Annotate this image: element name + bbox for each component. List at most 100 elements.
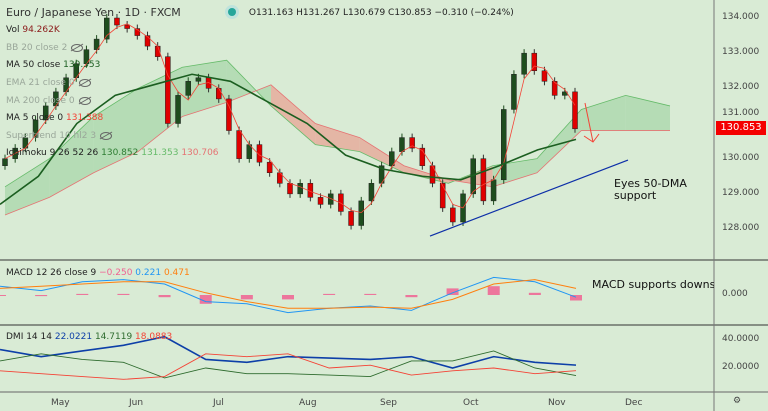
candle-down [348, 211, 354, 226]
candle-up [32, 119, 39, 138]
down-arrow-head [583, 133, 600, 143]
candle-down [572, 91, 578, 130]
candle-up [185, 81, 191, 96]
macd-histogram-bar [364, 293, 377, 295]
legend-ema21[interactable]: EMA 21 close 0 [6, 78, 91, 88]
signal-line [0, 279, 577, 309]
down-arrow [584, 102, 594, 143]
candle-down [134, 28, 141, 36]
candle-down [165, 56, 171, 124]
symbol-title: Euro / Japanese Yen · 1D · FXCM [6, 6, 181, 19]
price-tick: 128.000 [722, 223, 760, 234]
macd-histogram-bar [405, 295, 418, 298]
candle-up [2, 158, 8, 166]
cloud-bullish [5, 158, 50, 215]
time-tick: Jun [129, 398, 144, 408]
legend-ma5[interactable]: MA 5 close 0 131.388 [6, 113, 104, 123]
candle-up [521, 52, 527, 75]
candle-up [42, 105, 49, 121]
price-tick: 130.000 [722, 152, 760, 163]
macd-histogram-bar [199, 295, 212, 304]
candle-down [531, 52, 538, 72]
macd-histogram-bar [76, 293, 89, 295]
legend-bb[interactable]: BB 20 close 2 [6, 43, 84, 53]
candle-up [327, 193, 334, 205]
price-tick: 133.000 [722, 47, 760, 58]
macd-histogram-bar [446, 288, 459, 295]
candle-down [480, 158, 487, 202]
cloud-bullish [49, 116, 94, 198]
ma5-line [4, 23, 576, 214]
macd-histogram-bar [117, 293, 130, 295]
legend-dmi[interactable]: DMI 14 14 22.0221 14.7119 18.0883 [6, 332, 173, 342]
legend-supertrend[interactable]: Supertrend 10 hl2 3 [6, 131, 113, 141]
ichimoku-span-b [4, 84, 670, 216]
trendline [429, 159, 629, 237]
last-price-tag: 130.853 [716, 121, 766, 135]
cloud-bullish [625, 95, 670, 131]
hidden-eye-icon[interactable] [100, 131, 113, 140]
annotation-50dma: Eyes 50-DMA support [614, 177, 687, 202]
legend-macd[interactable]: MACD 12 26 close 9 −0.250 0.221 0.471 [6, 268, 190, 278]
candle-down [124, 24, 130, 29]
candle-down [450, 207, 456, 223]
macd-histogram-bar [0, 295, 6, 296]
legend-vol[interactable]: Vol 94.262K [6, 25, 60, 35]
macd-histogram-bar [487, 286, 500, 295]
candle-up [368, 183, 375, 202]
time-tick: Dec [625, 398, 643, 408]
candle-up [511, 74, 517, 110]
market-status-icon [228, 8, 236, 16]
time-tick: Aug [299, 398, 317, 408]
price-tick: 132.000 [722, 82, 760, 93]
macd-histogram-bar [35, 295, 48, 297]
candle-down [256, 144, 263, 163]
cloud-bullish [492, 158, 537, 187]
price-tick: 129.000 [722, 187, 760, 198]
time-tick: Sep [380, 398, 397, 408]
candle-up [297, 183, 303, 195]
dmi-minus-line [0, 353, 577, 380]
ma50-line [0, 73, 577, 206]
time-tick: May [51, 398, 70, 408]
candle-up [501, 109, 507, 181]
price-tick: 134.000 [722, 12, 760, 22]
macd-histogram-bar [528, 292, 541, 295]
candle-down [216, 88, 222, 100]
dmi-tick: 20.0000 [722, 362, 760, 372]
dmi-adx-line [0, 335, 577, 369]
low-value: L130.679 [342, 8, 386, 18]
macd-histogram-bar [570, 295, 582, 301]
change-value: −0.310 (−0.24%) [434, 8, 514, 18]
candle-down [541, 70, 548, 82]
candle-up [104, 17, 110, 40]
candle-up [358, 200, 364, 226]
candle-up [93, 38, 100, 50]
macd-line [0, 276, 577, 314]
candle-down [226, 98, 232, 131]
time-tick: Jul [213, 398, 224, 408]
candle-up [399, 137, 405, 152]
open-value: O131.163 [248, 8, 294, 18]
hidden-eye-icon[interactable] [78, 96, 91, 105]
dmi-plus-line [0, 350, 577, 379]
macd-histogram-bar [282, 295, 294, 300]
hidden-eye-icon[interactable] [71, 43, 84, 52]
time-tick: Oct [463, 398, 479, 408]
candle-down [419, 147, 426, 166]
legend-ma200[interactable]: MA 200 close 0 [6, 96, 91, 106]
candle-up [490, 179, 497, 202]
time-tick: Nov [548, 398, 566, 408]
annotation-macd: MACD supports downs [592, 279, 714, 291]
candle-down [439, 183, 446, 209]
candle-up [195, 77, 202, 82]
macd-histogram-bar [240, 295, 253, 300]
hidden-eye-icon[interactable] [78, 78, 91, 87]
candle-down [236, 130, 242, 159]
candle-up [389, 151, 395, 166]
legend-ma50[interactable]: MA 50 close 130.553 [6, 60, 101, 70]
legend-ichimoku[interactable]: Ichimoku 9 26 52 26 130.852 131.353 130.… [6, 148, 219, 158]
price-tick: 131.000 [722, 108, 760, 118]
dmi-tick: 40.0000 [722, 333, 760, 344]
